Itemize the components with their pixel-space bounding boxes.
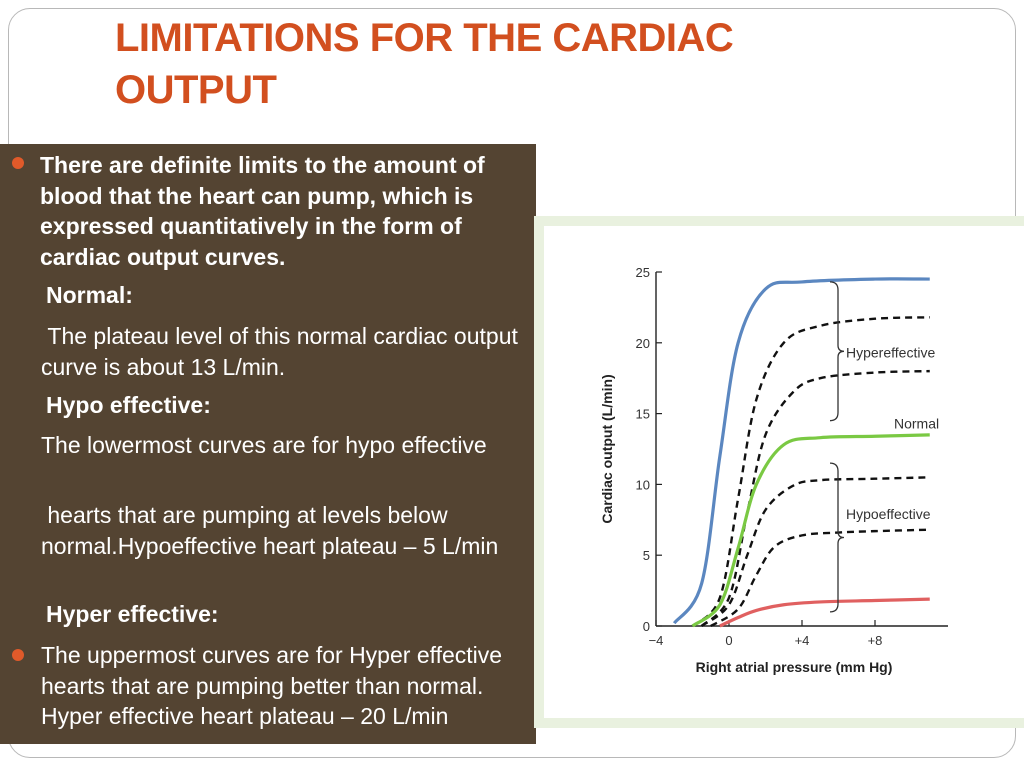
y-tick-label: 10 [636,477,650,492]
annotation-hypoeffective: Hypoeffective [846,506,931,522]
paragraph-hyper: The uppermost curves are for Hyper effec… [41,642,503,729]
title-line-1: LIMITATIONS FOR THE CARDIAC [115,16,734,60]
bullet-icon [12,157,24,169]
paragraph-normal: The plateau level of this normal cardiac… [41,323,525,380]
title-line-2: OUTPUT [115,68,277,112]
heading-normal: Normal: [46,282,133,308]
y-tick-label: 20 [636,336,650,351]
annotation-hypereffective: Hypereffective [846,345,935,361]
y-tick-label: 15 [636,407,650,422]
x-axis-label: Right atrial pressure (mm Hg) [696,659,893,675]
x-tick-label: −4 [649,633,664,648]
curve-hypereffective-0 [672,277,930,625]
bullet-icon [12,649,24,661]
chart-image-panel: 0 5 10 15 20 25 −4 0 +4 +8 Right atrial pressure (… [534,216,1024,728]
brace-hypereffective [829,281,845,422]
curve-hypoeffective-6 [719,597,930,628]
x-tick-label: +8 [868,633,883,648]
curve-hypereffective-1 [691,316,930,627]
y-tick-label: 25 [636,265,650,280]
chart-background: 0 5 10 15 20 25 −4 0 +4 +8 Right atrial pressure (… [544,226,1024,718]
paragraph-hypo-1: The lowermost curves are for hypo effect… [41,432,487,458]
paragraph-hypo-2: hearts that are pumping at levels below … [41,502,499,559]
curve-hypoeffective-5 [710,528,930,628]
heading-hypo: Hypo effective: [46,392,211,418]
curve-normal-3 [691,433,930,628]
text-panel: There are definite limits to the amount … [0,144,536,744]
x-tick-label: +4 [795,633,810,648]
y-tick-label: 5 [643,548,650,563]
y-axis-label: Cardiac output (L/min) [599,374,615,523]
paragraph-intro: There are definite limits to the amount … [40,152,485,270]
curve-hypereffective-2 [700,369,930,627]
brace-hypoeffective [829,462,845,613]
annotation-normal: Normal [894,416,939,432]
x-tick-label: 0 [725,633,732,648]
curve-hypoeffective-4 [700,476,930,627]
slide-title: LIMITATIONS FOR THE CARDIAC OUTPUT [115,12,935,116]
y-tick-label: 0 [643,619,650,634]
heading-hyper: Hyper effective: [46,601,219,627]
